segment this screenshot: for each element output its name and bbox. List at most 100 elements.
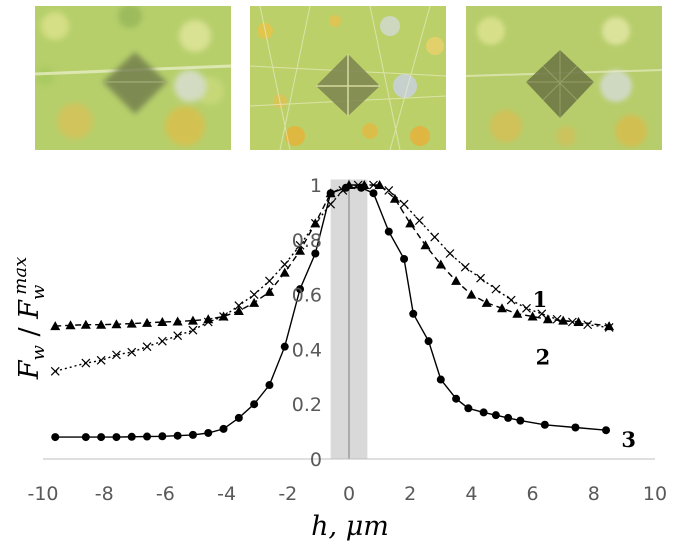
data-point bbox=[476, 273, 486, 283]
data-point bbox=[218, 311, 229, 321]
y-tick-label: 1 bbox=[310, 175, 322, 197]
data-point bbox=[384, 227, 393, 236]
data-point bbox=[111, 319, 122, 329]
data-point bbox=[445, 249, 455, 258]
data-point bbox=[400, 254, 409, 263]
data-point bbox=[280, 260, 290, 269]
data-point bbox=[542, 314, 553, 324]
data-point bbox=[112, 433, 121, 442]
data-point bbox=[414, 216, 424, 226]
data-point bbox=[420, 240, 431, 250]
data-point bbox=[250, 400, 259, 409]
data-point bbox=[424, 337, 433, 346]
data-point bbox=[451, 275, 462, 285]
series-line-2 bbox=[55, 184, 610, 327]
data-point bbox=[491, 284, 501, 294]
data-point bbox=[435, 259, 446, 269]
data-point bbox=[51, 433, 60, 442]
data-point bbox=[522, 303, 531, 313]
data-point bbox=[157, 336, 167, 346]
x-axis-title: h, μm bbox=[311, 511, 389, 542]
data-point bbox=[127, 432, 136, 441]
data-point bbox=[389, 193, 400, 203]
data-point bbox=[65, 320, 76, 330]
data-point bbox=[204, 428, 213, 437]
x-tick-label: -4 bbox=[217, 483, 236, 505]
data-point bbox=[97, 433, 106, 442]
data-point bbox=[491, 411, 500, 420]
data-point bbox=[96, 319, 107, 329]
data-point bbox=[384, 186, 394, 195]
data-point bbox=[481, 297, 492, 307]
data-point bbox=[405, 218, 416, 228]
y-tick-label: 0.4 bbox=[292, 339, 322, 361]
data-point bbox=[311, 249, 320, 258]
data-point bbox=[203, 314, 214, 324]
data-point bbox=[506, 295, 516, 305]
data-point bbox=[430, 232, 440, 242]
data-point bbox=[602, 426, 611, 435]
data-point bbox=[157, 317, 168, 326]
x-tick-label: 10 bbox=[643, 483, 667, 505]
data-point bbox=[249, 297, 260, 307]
data-point bbox=[295, 240, 305, 250]
data-point bbox=[172, 316, 183, 326]
y-tick-label: 0.2 bbox=[292, 394, 322, 416]
indent-micrograph-1 bbox=[35, 6, 231, 150]
data-point bbox=[604, 321, 615, 331]
data-point bbox=[249, 290, 259, 300]
data-point bbox=[310, 218, 321, 228]
data-point bbox=[219, 424, 228, 433]
data-point bbox=[341, 183, 350, 192]
data-point bbox=[512, 308, 523, 318]
x-tick-label: 6 bbox=[527, 483, 539, 505]
data-point bbox=[234, 413, 243, 422]
y-tick-label: 0 bbox=[310, 449, 322, 471]
data-point bbox=[369, 189, 378, 198]
x-tick-label: 0 bbox=[343, 483, 355, 505]
data-point bbox=[142, 342, 152, 352]
data-point bbox=[452, 394, 461, 403]
x-tick-label: -2 bbox=[278, 483, 297, 505]
data-point bbox=[296, 285, 305, 294]
series-line-3 bbox=[55, 187, 607, 438]
data-point bbox=[173, 431, 182, 440]
data-point bbox=[126, 318, 137, 328]
data-point bbox=[504, 413, 513, 422]
y-tick-label: 0.6 bbox=[292, 285, 322, 307]
data-point bbox=[80, 319, 91, 329]
data-point bbox=[81, 358, 91, 368]
data-point bbox=[497, 303, 507, 313]
data-point bbox=[173, 331, 183, 341]
curve-label-1: 1 bbox=[533, 287, 548, 312]
data-point bbox=[571, 423, 580, 432]
data-point bbox=[540, 420, 549, 429]
curve-label-3: 3 bbox=[621, 427, 636, 452]
data-point bbox=[409, 309, 418, 318]
data-point bbox=[558, 315, 569, 325]
data-point bbox=[326, 189, 335, 198]
series-3 bbox=[51, 183, 611, 442]
data-point bbox=[527, 311, 538, 321]
data-point bbox=[265, 276, 274, 286]
data-point bbox=[50, 366, 60, 376]
curve-label-2: 2 bbox=[536, 345, 551, 370]
data-point bbox=[464, 404, 473, 413]
data-point bbox=[187, 315, 198, 325]
x-tick-label: 8 bbox=[588, 483, 600, 505]
indent-micrograph-3 bbox=[466, 6, 662, 150]
data-point bbox=[573, 317, 584, 326]
data-point bbox=[374, 180, 385, 189]
data-point bbox=[50, 321, 61, 331]
x-tick-label: 2 bbox=[404, 483, 416, 505]
data-point bbox=[265, 381, 274, 390]
x-tick-label: -8 bbox=[95, 483, 114, 505]
data-point bbox=[96, 355, 106, 365]
data-point bbox=[112, 350, 121, 360]
data-point bbox=[81, 433, 90, 442]
data-point bbox=[234, 301, 244, 310]
data-point bbox=[233, 306, 244, 316]
x-tick-label: 4 bbox=[465, 483, 477, 505]
data-point bbox=[143, 432, 152, 441]
data-point bbox=[158, 432, 167, 441]
